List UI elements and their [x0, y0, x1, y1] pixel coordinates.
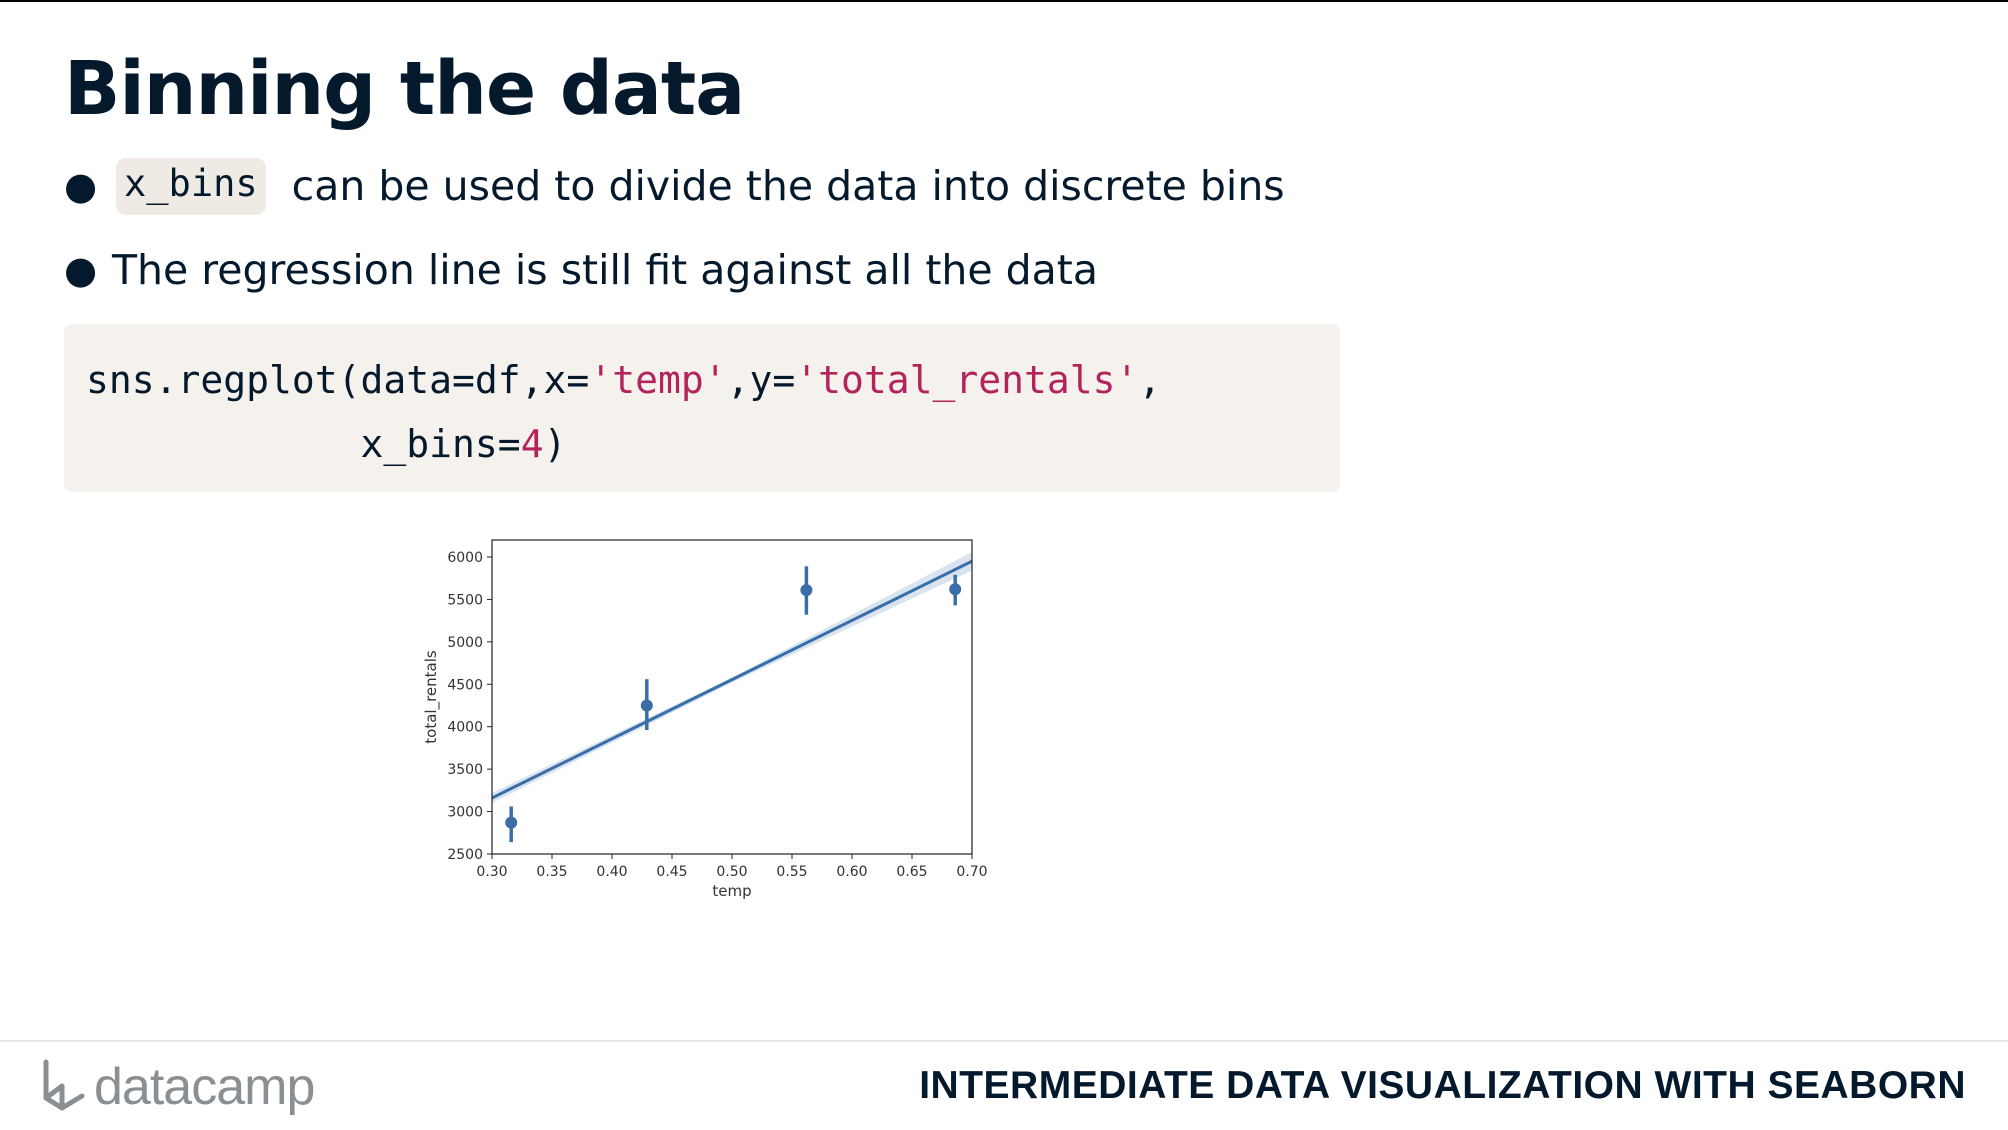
y-tick-label: 4500 [447, 677, 483, 693]
code-string: 'temp' [589, 358, 727, 402]
y-tick-label: 4000 [447, 720, 483, 736]
code-token: ,y= [726, 358, 796, 402]
data-point [949, 583, 962, 596]
x-tick-label: 0.65 [896, 864, 927, 880]
datacamp-logo-icon [43, 1059, 85, 1111]
bullet-item: ● x_bins can be used to divide the data … [64, 156, 1285, 216]
y-tick-label: 3000 [447, 805, 483, 821]
slide-title: Binning the data [64, 46, 745, 132]
code-token: ) [543, 422, 567, 466]
code-number: 4 [520, 422, 544, 466]
y-tick-label: 6000 [447, 550, 483, 566]
y-tick-label: 2500 [447, 847, 483, 863]
plot-frame [491, 539, 973, 855]
x-tick-label: 0.55 [776, 864, 807, 880]
logo-text: datacamp [94, 1058, 315, 1116]
bullet-dot-icon: ● [64, 164, 98, 208]
regression-line [492, 559, 972, 800]
footer-divider [0, 1040, 2008, 1042]
code-token: sns.regplot(data=df,x= [86, 358, 590, 402]
bullet-text: The regression line is still fit against… [112, 246, 1099, 294]
x-tick-label: 0.70 [956, 864, 987, 880]
x-tick-label: 0.35 [536, 864, 567, 880]
y-tick-label: 5500 [447, 592, 483, 608]
bullet-item: ● The regression line is still fit again… [64, 240, 1098, 300]
x-tick-label: 0.30 [476, 864, 507, 880]
x-axis-label: temp [712, 882, 751, 900]
y-tick-label: 3500 [447, 762, 483, 778]
y-axis-label: total_rentals [422, 650, 441, 744]
x-tick-label: 0.40 [596, 864, 627, 880]
data-point [800, 584, 813, 597]
data-point [640, 699, 653, 712]
code-token: , [1138, 358, 1162, 402]
course-title: INTERMEDIATE DATA VISUALIZATION WITH SEA… [919, 1064, 1966, 1107]
y-tick-label: 5000 [447, 635, 483, 651]
confidence-band [492, 551, 972, 804]
code-string: 'total_rentals' [795, 358, 1139, 402]
x-tick-label: 0.45 [656, 864, 687, 880]
datacamp-logo: datacamp [42, 1058, 315, 1116]
x-tick-label: 0.50 [716, 864, 747, 880]
regression-chart: 0.30 0.35 0.40 0.45 0.50 0.55 0.60 0.65 0.70 2500… [422, 539, 988, 900]
x-tick-label: 0.60 [836, 864, 867, 880]
bullet-text: can be used to divide the data into disc… [291, 162, 1285, 210]
bullet-dot-icon: ● [64, 248, 98, 292]
code-token: x_bins= [86, 422, 521, 466]
code-block: sns.regplot(data=df,x='temp',y='total_re… [64, 324, 1340, 492]
data-point [505, 816, 518, 829]
inline-code: x_bins [116, 157, 266, 215]
